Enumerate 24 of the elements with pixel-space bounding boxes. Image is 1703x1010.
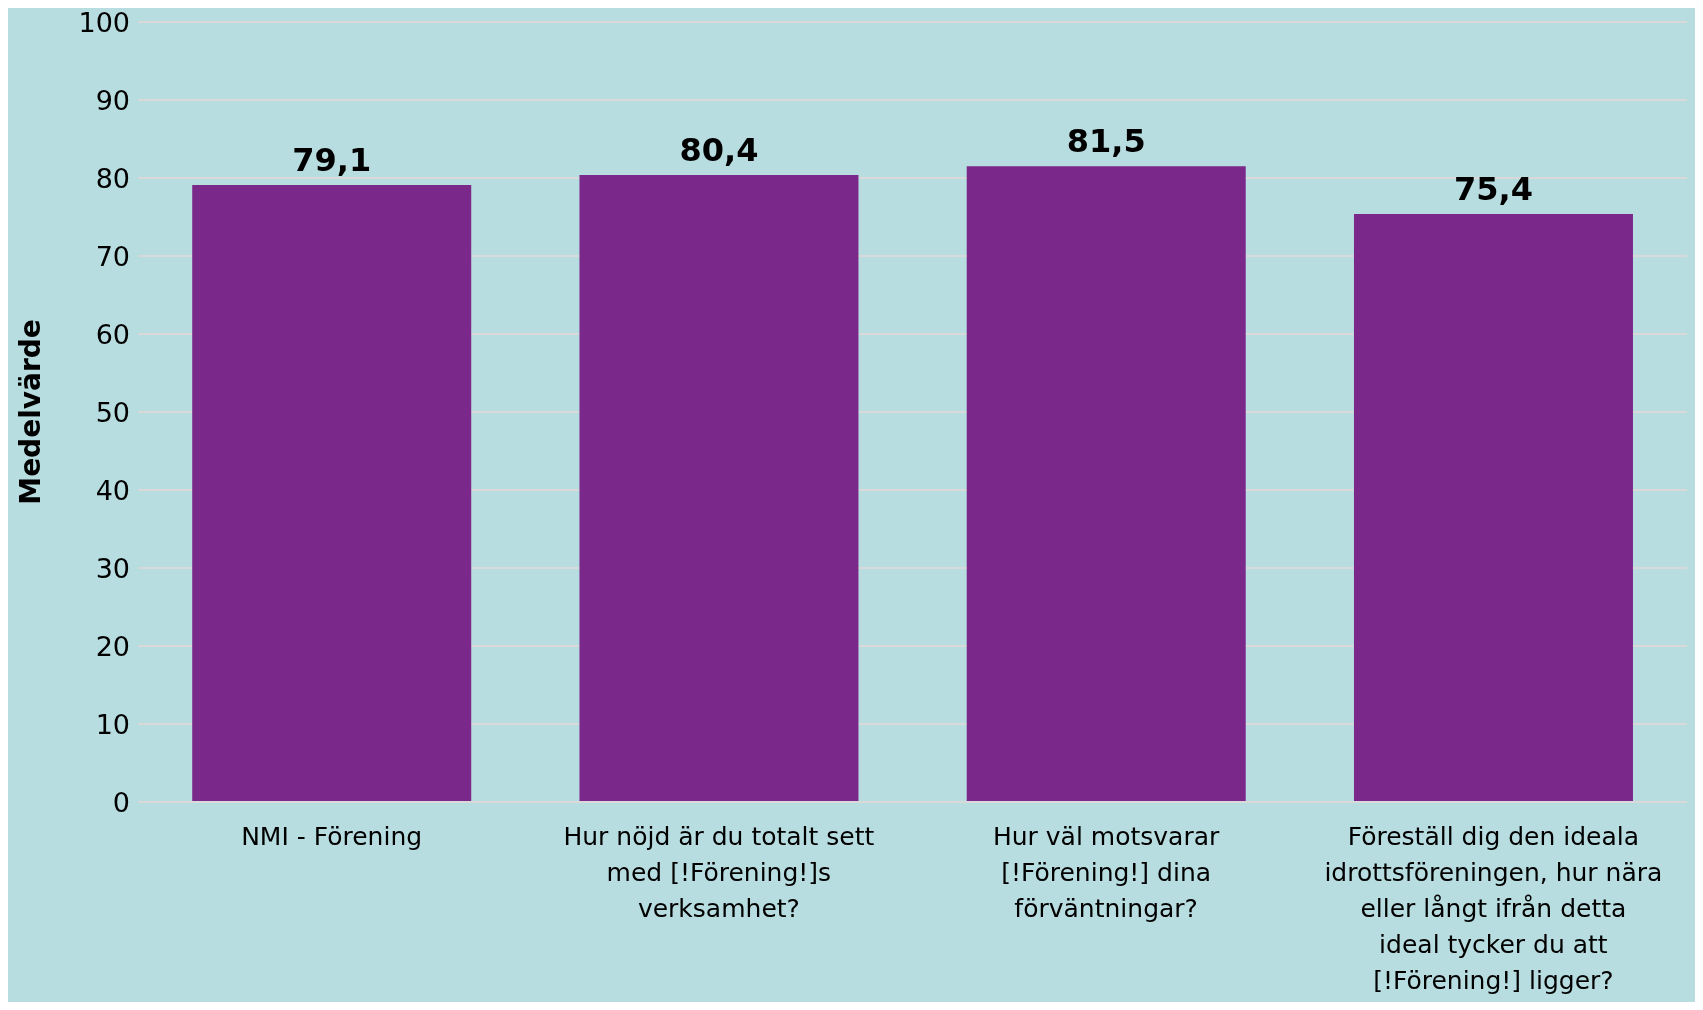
bar (192, 185, 472, 802)
y-tick-label: 10 (95, 708, 130, 740)
x-tick-label: Hur nöjd är du totalt sett med [!Förening!]s verksamhet? (563, 822, 875, 923)
y-tick-label: 100 (78, 6, 130, 38)
x-tick-label: Hur väl motsvarar [!Förening!] dina förväntningar? (992, 822, 1221, 923)
data-label: 79,1 (292, 141, 372, 180)
x-tick-label: Föreställ dig den ideala idrottsföreningen, hur nära eller långt ifrån detta ideal tycker du att [!Förening!] ligger? (1324, 822, 1663, 995)
y-tick-label: 60 (95, 318, 130, 350)
y-tick-label: 70 (95, 240, 130, 272)
data-label: 75,4 (1453, 169, 1533, 208)
x-tick-label: NMI - Förening (241, 822, 423, 851)
bar (1353, 213, 1633, 802)
y-tick-label: 20 (95, 630, 130, 662)
y-tick-label: 50 (95, 396, 130, 428)
y-tick-label: 90 (95, 84, 130, 116)
y-tick-label: 40 (95, 474, 130, 506)
data-label: 80,4 (679, 130, 759, 169)
y-axis-title: Medelvärde (13, 319, 47, 505)
data-label: 81,5 (1066, 122, 1146, 161)
y-tick-label: 30 (95, 552, 130, 584)
y-tick-label: 0 (112, 786, 130, 818)
bar (966, 166, 1246, 802)
y-tick-label: 80 (95, 162, 130, 194)
bar (579, 174, 859, 802)
